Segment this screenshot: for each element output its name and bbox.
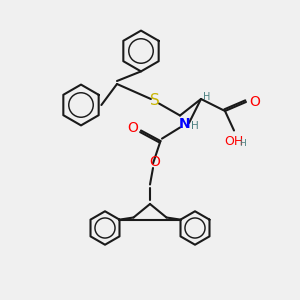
Text: N: N (179, 118, 190, 131)
Text: OH: OH (224, 135, 244, 148)
Text: O: O (149, 155, 160, 169)
Text: S: S (150, 93, 159, 108)
Text: H: H (191, 121, 199, 131)
Text: O: O (250, 95, 260, 109)
Text: H: H (203, 92, 211, 103)
Text: O: O (127, 121, 138, 135)
Text: H: H (240, 139, 246, 148)
